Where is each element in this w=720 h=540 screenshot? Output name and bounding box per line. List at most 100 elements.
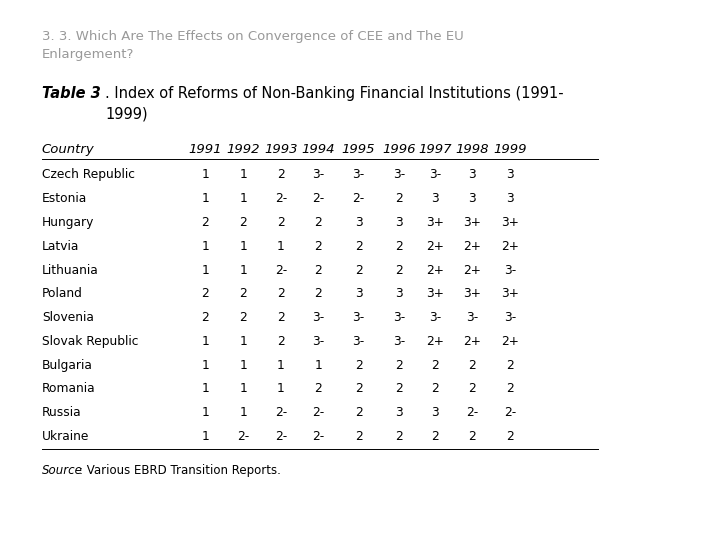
- Text: 1: 1: [277, 240, 284, 253]
- Text: 1996: 1996: [382, 143, 415, 156]
- Text: 3-: 3-: [503, 311, 516, 324]
- Text: 2: 2: [202, 216, 209, 229]
- Text: 3: 3: [506, 192, 513, 205]
- Text: 3+: 3+: [426, 216, 444, 229]
- Text: 1: 1: [202, 430, 209, 443]
- Text: 2: 2: [315, 382, 322, 395]
- Text: 2: 2: [431, 359, 438, 372]
- Text: 2-: 2-: [312, 192, 325, 205]
- Text: 2: 2: [240, 311, 247, 324]
- Text: 1: 1: [277, 382, 284, 395]
- Text: 3: 3: [395, 216, 402, 229]
- Text: Slovenia: Slovenia: [42, 311, 94, 324]
- Text: Russia: Russia: [42, 406, 81, 419]
- Text: 2: 2: [469, 382, 476, 395]
- Text: 2: 2: [315, 240, 322, 253]
- Text: 2+: 2+: [426, 240, 444, 253]
- Text: 2-: 2-: [274, 264, 287, 276]
- Text: 1998: 1998: [456, 143, 489, 156]
- Text: 1: 1: [202, 359, 209, 372]
- Text: 1: 1: [202, 264, 209, 276]
- Text: 3-: 3-: [428, 168, 441, 181]
- Text: 3: 3: [469, 192, 476, 205]
- Text: 2: 2: [202, 287, 209, 300]
- Text: 1: 1: [202, 406, 209, 419]
- Text: 3: 3: [431, 406, 438, 419]
- Text: 2+: 2+: [501, 335, 518, 348]
- Text: 1995: 1995: [342, 143, 375, 156]
- Text: 3+: 3+: [501, 287, 518, 300]
- Text: 2: 2: [355, 382, 362, 395]
- Text: 3+: 3+: [464, 216, 481, 229]
- Text: 1: 1: [240, 168, 247, 181]
- Text: 2: 2: [202, 311, 209, 324]
- Text: 3: 3: [355, 287, 362, 300]
- Text: 2: 2: [355, 430, 362, 443]
- Text: 2-: 2-: [352, 192, 365, 205]
- Text: 2: 2: [395, 382, 402, 395]
- Text: 2: 2: [431, 430, 438, 443]
- Text: 2: 2: [315, 287, 322, 300]
- Text: 2: 2: [506, 382, 513, 395]
- Text: 2-: 2-: [274, 430, 287, 443]
- Text: Poland: Poland: [42, 287, 83, 300]
- Text: Romania: Romania: [42, 382, 95, 395]
- Text: 2+: 2+: [464, 264, 481, 276]
- Text: Country: Country: [42, 143, 94, 156]
- Text: 2+: 2+: [464, 240, 481, 253]
- Text: 2+: 2+: [501, 240, 518, 253]
- Text: 3-: 3-: [352, 311, 365, 324]
- Text: Hungary: Hungary: [42, 216, 94, 229]
- Text: 2: 2: [277, 311, 284, 324]
- Text: 1999: 1999: [493, 143, 526, 156]
- Text: 2-: 2-: [274, 192, 287, 205]
- Text: 3: 3: [395, 287, 402, 300]
- Text: 3+: 3+: [426, 287, 444, 300]
- Text: 3-: 3-: [312, 335, 325, 348]
- Text: 3-: 3-: [312, 168, 325, 181]
- Text: Lithuania: Lithuania: [42, 264, 99, 276]
- Text: 3-: 3-: [392, 311, 405, 324]
- Text: 1: 1: [277, 359, 284, 372]
- Text: 2-: 2-: [312, 406, 325, 419]
- Text: 2: 2: [506, 359, 513, 372]
- Text: Ukraine: Ukraine: [42, 430, 89, 443]
- Text: 3: 3: [506, 168, 513, 181]
- Text: 2-: 2-: [312, 430, 325, 443]
- Text: 2: 2: [431, 382, 438, 395]
- Text: 3-: 3-: [503, 264, 516, 276]
- Text: 2: 2: [355, 264, 362, 276]
- Text: 2-: 2-: [503, 406, 516, 419]
- Text: 2+: 2+: [426, 264, 444, 276]
- Text: 3: 3: [431, 192, 438, 205]
- Text: 3-: 3-: [392, 335, 405, 348]
- Text: 1: 1: [202, 335, 209, 348]
- Text: Source: Source: [42, 464, 83, 477]
- Text: 2: 2: [355, 359, 362, 372]
- Text: 2-: 2-: [274, 406, 287, 419]
- Text: 1991: 1991: [189, 143, 222, 156]
- Text: 3: 3: [469, 168, 476, 181]
- Text: 2: 2: [240, 216, 247, 229]
- Text: Estonia: Estonia: [42, 192, 87, 205]
- Text: 3-: 3-: [466, 311, 479, 324]
- Text: 2: 2: [395, 264, 402, 276]
- Text: 1993: 1993: [264, 143, 297, 156]
- Text: 3. 3. Which Are The Effects on Convergence of CEE and The EU
Enlargement?: 3. 3. Which Are The Effects on Convergen…: [42, 30, 464, 60]
- Text: 1: 1: [240, 406, 247, 419]
- Text: 2: 2: [469, 359, 476, 372]
- Text: 2: 2: [395, 192, 402, 205]
- Text: 1: 1: [202, 192, 209, 205]
- Text: 2-: 2-: [237, 430, 250, 443]
- Text: 2-: 2-: [466, 406, 479, 419]
- Text: 1994: 1994: [302, 143, 335, 156]
- Text: 2: 2: [277, 168, 284, 181]
- Text: 2: 2: [506, 430, 513, 443]
- Text: 2: 2: [240, 287, 247, 300]
- Text: 1997: 1997: [418, 143, 451, 156]
- Text: 3+: 3+: [501, 216, 518, 229]
- Text: Slovak Republic: Slovak Republic: [42, 335, 138, 348]
- Text: 1992: 1992: [227, 143, 260, 156]
- Text: Table 3: Table 3: [42, 86, 101, 102]
- Text: 2: 2: [469, 430, 476, 443]
